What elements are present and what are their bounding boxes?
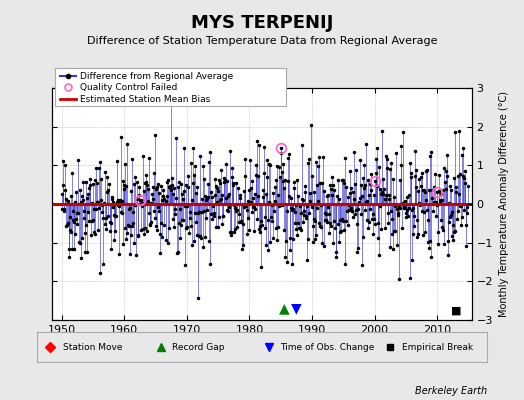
Text: Record Gap: Record Gap — [172, 342, 224, 352]
Y-axis label: Monthly Temperature Anomaly Difference (°C): Monthly Temperature Anomaly Difference (… — [498, 91, 508, 317]
Text: Estimated Station Mean Bias: Estimated Station Mean Bias — [80, 95, 211, 104]
Text: Difference of Station Temperature Data from Regional Average: Difference of Station Temperature Data f… — [87, 36, 437, 46]
Text: MYS TERPENIJ: MYS TERPENIJ — [191, 14, 333, 32]
Text: ▼: ▼ — [291, 301, 302, 315]
Text: Quality Control Failed: Quality Control Failed — [80, 82, 178, 92]
Text: Difference from Regional Average: Difference from Regional Average — [80, 72, 234, 81]
Text: Berkeley Earth: Berkeley Earth — [415, 386, 487, 396]
Text: ▲: ▲ — [279, 301, 289, 315]
Text: ■: ■ — [451, 305, 461, 315]
Text: Station Move: Station Move — [63, 342, 122, 352]
Text: Empirical Break: Empirical Break — [402, 342, 473, 352]
Text: Time of Obs. Change: Time of Obs. Change — [280, 342, 375, 352]
